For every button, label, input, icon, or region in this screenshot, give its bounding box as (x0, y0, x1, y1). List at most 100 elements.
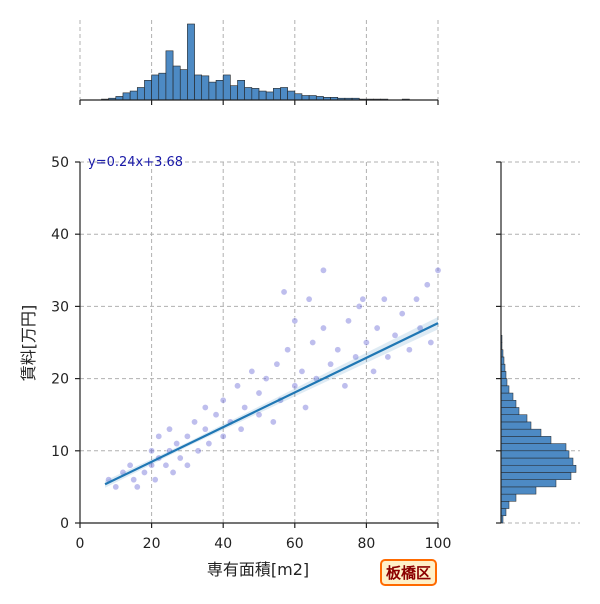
hist-y-bar (500, 464, 577, 473)
hist-y-bar (500, 371, 507, 379)
hist-x-bar (208, 81, 217, 101)
hist-x-bar (129, 90, 138, 101)
hist-x-bar (294, 93, 303, 101)
scatter-point (169, 468, 177, 476)
hist-x-bar (151, 74, 160, 101)
y-tick-label: 50 (51, 155, 69, 171)
scatter-point (255, 411, 263, 419)
scatter-point (423, 281, 431, 289)
scatter-point (194, 447, 202, 455)
scatter-point (352, 353, 360, 361)
hist-x-bar (265, 91, 274, 101)
hist-y-bar (500, 472, 572, 480)
scatter-point (413, 295, 421, 303)
x-tick-label: 0 (76, 536, 85, 552)
x-tick-label: 60 (286, 536, 304, 552)
y-axis-title: 賃料[万円] (19, 305, 38, 382)
scatter-point (359, 295, 367, 303)
hist-y-bar (500, 414, 528, 423)
hist-x-bar (187, 23, 195, 101)
hist-x-bar (230, 85, 238, 101)
scatter-point (155, 432, 163, 440)
scatter-point (362, 338, 370, 346)
scatter-point (405, 346, 413, 354)
scatter-point (201, 403, 209, 411)
x-tick-label: 80 (357, 536, 375, 552)
scatter-point (112, 483, 120, 491)
scatter-point (319, 266, 327, 274)
hist-x-bar (301, 95, 310, 101)
scatter-point (319, 324, 327, 332)
scatter-point (273, 360, 281, 368)
hist-x-bar (280, 87, 288, 101)
scatter-point (162, 461, 170, 469)
scatter-point (398, 310, 406, 318)
hist-x-bar (165, 50, 174, 101)
ward-badge: 板橋区 (380, 559, 438, 586)
scatter-point (291, 317, 299, 325)
hist-y-bar (500, 428, 542, 437)
y-tick-label: 10 (51, 444, 69, 460)
scatter-point (201, 425, 209, 433)
scatter-point (248, 367, 256, 375)
scatter-point (341, 382, 349, 390)
scatter-point (434, 266, 442, 274)
hist-y-bar (500, 479, 557, 488)
hist-x-bar (308, 95, 317, 101)
hist-y-bar (500, 378, 508, 387)
scatter-point (191, 418, 199, 426)
scatter-point (133, 483, 141, 491)
scatter-point (380, 295, 388, 303)
hist-x-bar (222, 74, 231, 101)
scatter-point (370, 367, 378, 375)
scatter-point (212, 411, 220, 419)
hist-x-bar (201, 75, 210, 101)
scatter-point (384, 353, 392, 361)
scatter-point (205, 440, 213, 448)
regression-line (104, 322, 439, 486)
hist-y-bar (500, 508, 507, 517)
scatter-point (373, 324, 381, 332)
scatter-point (262, 375, 270, 383)
scatter-point (305, 295, 313, 303)
scatter-point (334, 346, 342, 354)
scatter-point (126, 461, 134, 469)
hist-x-bar (144, 80, 152, 101)
scatter-point (391, 331, 399, 339)
x-tick-label: 40 (214, 536, 232, 552)
hist-y-bar (500, 400, 517, 408)
scatter-point (166, 425, 174, 433)
scatter-point (269, 418, 277, 426)
hist-x-bar (194, 74, 203, 101)
scatter-point (140, 468, 148, 476)
hist-x-bar (215, 80, 224, 101)
hist-x-bar (237, 80, 245, 101)
scatter-point (237, 425, 245, 433)
hist-y-bar (500, 436, 552, 444)
scatter-point (344, 317, 352, 325)
scatter-point (183, 432, 191, 440)
y-tick-label: 30 (51, 299, 69, 315)
hist-x-bar (179, 69, 188, 101)
hist-x-bar (122, 92, 131, 101)
hist-x-bar (287, 90, 296, 101)
scatter-point (241, 403, 249, 411)
hist-x-bar (136, 87, 145, 101)
hist-x-bar (244, 87, 253, 101)
y-tick-label: 40 (51, 227, 69, 243)
scatter-point (148, 447, 156, 455)
hist-x-bar (158, 72, 167, 101)
regression-equation: y=0.24x+3.68 (88, 155, 183, 170)
scatter-point (234, 382, 242, 390)
hist-y-bar (500, 493, 517, 502)
hist-y-bar (500, 450, 570, 459)
scatter-point (298, 367, 306, 375)
x-tick-label: 100 (425, 536, 452, 552)
hist-y-bar (500, 407, 520, 415)
scatter-point (327, 360, 335, 368)
scatter-point (130, 476, 138, 484)
scatter-point (427, 338, 435, 346)
scatter-point (291, 382, 299, 390)
scatter-point (302, 403, 310, 411)
